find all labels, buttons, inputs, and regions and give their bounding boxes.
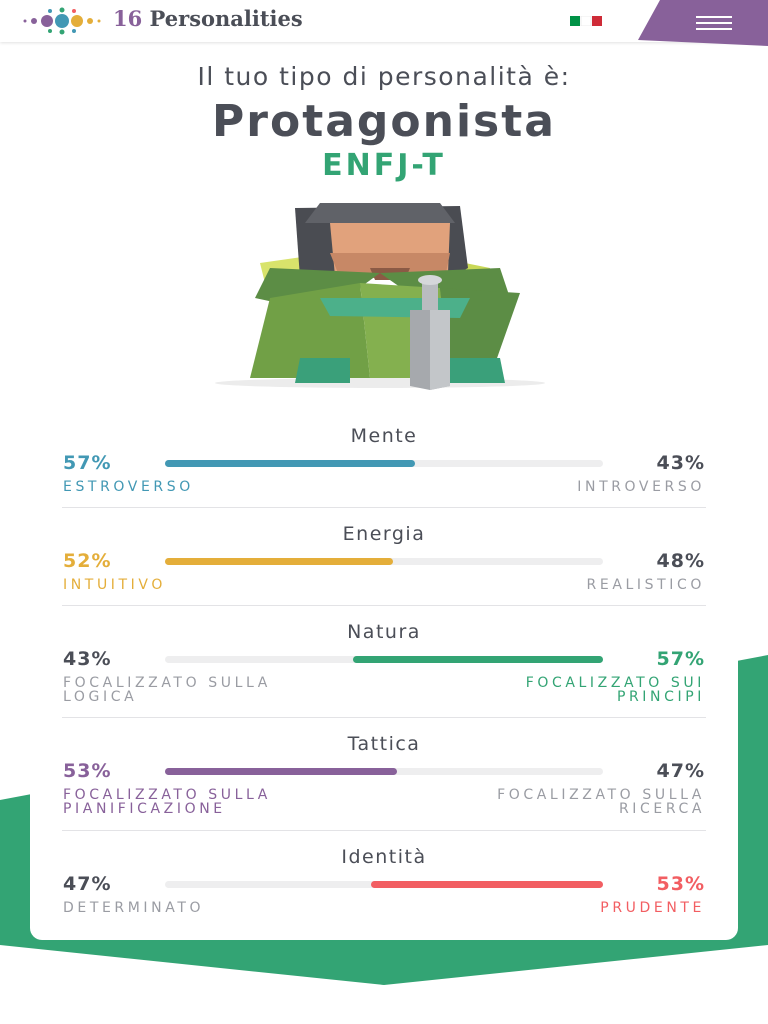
trait-label-left: DETERMINATO — [63, 900, 205, 916]
trait-label-right: FOCALIZZATO SUI PRINCIPI — [525, 675, 705, 705]
divider — [62, 605, 706, 606]
brand[interactable]: 16 Personalities — [113, 6, 303, 31]
bar-fill — [353, 656, 603, 663]
trait-title: Energia — [342, 523, 426, 545]
menu-button[interactable] — [638, 0, 768, 46]
percent-right: 43% — [656, 452, 705, 474]
brand-number: 16 — [113, 6, 143, 31]
intro: Il tuo tipo di personalità è: — [197, 62, 571, 91]
logo[interactable] — [22, 6, 102, 36]
percent-left: 53% — [63, 760, 112, 782]
bar-track — [165, 881, 603, 888]
bar-fill — [165, 558, 393, 565]
flag[interactable] — [570, 16, 602, 26]
percent-right: 53% — [656, 873, 705, 895]
bar-track — [165, 768, 603, 775]
trait-label-left: ESTROVERSO — [63, 479, 194, 495]
trait-label-right: FOCALIZZATO SULLA RICERCA — [497, 787, 705, 817]
trait-title: Identità — [341, 846, 427, 868]
percent-right: 57% — [656, 648, 705, 670]
type-name: Protagonista — [212, 96, 556, 147]
illustration — [215, 203, 545, 390]
trait-title: Mente — [350, 425, 418, 447]
header: 16 Personalities — [0, 0, 768, 46]
divider — [62, 830, 706, 831]
type-code: ENFJ-T — [322, 148, 446, 183]
divider — [62, 507, 706, 508]
brand-name: Personalities — [149, 6, 303, 31]
bar-track — [165, 460, 603, 467]
bar-track — [165, 558, 603, 565]
percent-left: 47% — [63, 873, 112, 895]
bar-fill — [165, 460, 415, 467]
bar-fill — [370, 881, 603, 888]
trait-label-right: INTROVERSO — [577, 479, 705, 495]
percent-left: 43% — [63, 648, 112, 670]
percent-right: 48% — [656, 550, 705, 572]
result-card — [30, 44, 738, 940]
percent-left: 57% — [63, 452, 112, 474]
percent-left: 52% — [63, 550, 112, 572]
divider — [62, 717, 706, 718]
trait-label-right: PRUDENTE — [600, 900, 705, 916]
trait-label-left: INTUITIVO — [63, 577, 166, 593]
bar-fill — [165, 768, 398, 775]
trait-label-left: FOCALIZZATO SULLA PIANIFICAZIONE — [63, 787, 271, 817]
percent-right: 47% — [656, 760, 705, 782]
trait-title: Tattica — [347, 733, 421, 755]
trait-label-right: REALISTICO — [586, 577, 705, 593]
trait-title: Natura — [347, 621, 421, 643]
bar-track — [165, 656, 603, 663]
trait-label-left: FOCALIZZATO SULLA LOGICA — [63, 675, 271, 705]
